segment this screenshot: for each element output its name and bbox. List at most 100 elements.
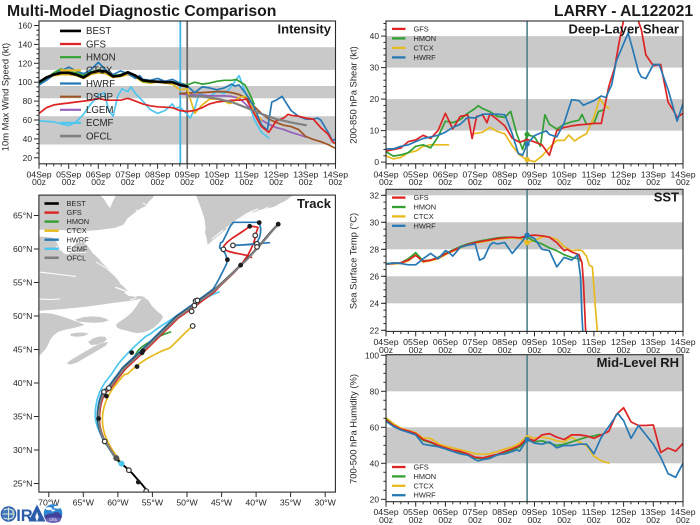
svg-text:14Sep: 14Sep [670, 507, 695, 517]
svg-text:IR: IR [16, 507, 33, 525]
svg-text:00z: 00z [557, 177, 571, 187]
svg-text:00z: 00z [498, 345, 512, 355]
svg-text:HWRF: HWRF [67, 235, 90, 244]
svg-text:00z: 00z [617, 345, 631, 355]
svg-text:07Sep: 07Sep [463, 507, 488, 517]
svg-text:14Sep: 14Sep [670, 169, 695, 179]
svg-text:GFS: GFS [67, 208, 82, 217]
svg-text:08Sep: 08Sep [492, 337, 517, 347]
svg-text:35°N: 35°N [13, 412, 32, 422]
svg-text:04Sep: 04Sep [373, 507, 398, 517]
svg-text:OFCL: OFCL [86, 131, 112, 142]
svg-text:00z: 00z [32, 177, 46, 187]
svg-text:00z: 00z [617, 515, 631, 525]
svg-text:00z: 00z [299, 177, 313, 187]
svg-text:HMON: HMON [86, 53, 116, 64]
svg-text:00z: 00z [438, 515, 452, 525]
svg-text:10Sep: 10Sep [552, 169, 577, 179]
svg-text:00z: 00z [468, 515, 482, 525]
svg-text:10Sep: 10Sep [552, 337, 577, 347]
svg-text:13Sep: 13Sep [641, 337, 666, 347]
svg-text:28: 28 [370, 244, 380, 254]
svg-text:00z: 00z [527, 177, 541, 187]
svg-text:80: 80 [370, 386, 380, 396]
svg-text:11Sep: 11Sep [234, 169, 259, 179]
svg-text:HMON: HMON [414, 34, 437, 43]
svg-text:14Sep: 14Sep [323, 169, 348, 179]
svg-text:22: 22 [370, 325, 380, 335]
svg-text:HMON: HMON [67, 217, 90, 226]
svg-text:05Sep: 05Sep [403, 337, 428, 347]
svg-text:00z: 00z [646, 515, 660, 525]
svg-text:09Sep: 09Sep [522, 507, 547, 517]
svg-text:00z: 00z [587, 515, 601, 525]
svg-text:14Sep: 14Sep [670, 337, 695, 347]
svg-text:40: 40 [370, 31, 380, 41]
svg-text:20: 20 [370, 494, 380, 504]
svg-text:00z: 00z [379, 515, 393, 525]
svg-text:HWRF: HWRF [414, 491, 437, 500]
svg-text:08Sep: 08Sep [492, 507, 517, 517]
svg-text:OFCL: OFCL [67, 253, 87, 262]
svg-text:CTCX: CTCX [414, 481, 434, 490]
svg-text:11Sep: 11Sep [582, 169, 607, 179]
svg-text:00z: 00z [409, 177, 423, 187]
svg-text:GFS: GFS [414, 463, 429, 472]
svg-text:12Sep: 12Sep [611, 337, 636, 347]
svg-text:40°N: 40°N [13, 378, 32, 388]
svg-text:GFS: GFS [414, 24, 429, 33]
svg-text:20: 20 [23, 153, 33, 163]
svg-text:50°N: 50°N [13, 311, 32, 321]
svg-text:24: 24 [370, 298, 380, 308]
svg-text:ECMF: ECMF [86, 118, 114, 129]
svg-text:HMON: HMON [414, 472, 437, 481]
svg-text:00z: 00z [62, 177, 76, 187]
svg-text:09Sep: 09Sep [522, 337, 547, 347]
svg-text:26: 26 [370, 271, 380, 281]
svg-text:00z: 00z [151, 177, 165, 187]
svg-text:Track: Track [297, 196, 332, 211]
svg-text:12Sep: 12Sep [611, 507, 636, 517]
svg-text:13Sep: 13Sep [641, 507, 666, 517]
svg-text:30°N: 30°N [13, 445, 32, 455]
svg-text:Multi-Model Diagnostic Compari: Multi-Model Diagnostic Comparison [7, 3, 276, 20]
svg-text:00z: 00z [676, 345, 690, 355]
svg-text:05Sep: 05Sep [403, 507, 428, 517]
svg-text:00z: 00z [409, 515, 423, 525]
svg-text:120: 120 [18, 58, 32, 68]
svg-text:100: 100 [365, 350, 379, 360]
svg-text:00z: 00z [121, 177, 135, 187]
svg-text:10Sep: 10Sep [204, 169, 229, 179]
svg-text:06Sep: 06Sep [433, 507, 458, 517]
svg-text:BEST: BEST [86, 26, 111, 37]
svg-text:Deep-Layer Shear: Deep-Layer Shear [568, 22, 679, 37]
svg-text:30: 30 [370, 217, 380, 227]
svg-text:09Sep: 09Sep [522, 169, 547, 179]
svg-text:CTCX: CTCX [414, 43, 434, 52]
svg-text:50°W: 50°W [176, 498, 198, 508]
svg-text:00z: 00z [557, 515, 571, 525]
svg-text:00z: 00z [646, 345, 660, 355]
svg-text:07Sep: 07Sep [463, 169, 488, 179]
svg-text:08Sep: 08Sep [492, 169, 517, 179]
svg-text:06Sep: 06Sep [86, 169, 111, 179]
svg-text:00z: 00z [587, 345, 601, 355]
svg-text:00z: 00z [468, 345, 482, 355]
svg-text:04Sep: 04Sep [373, 169, 398, 179]
svg-text:140: 140 [18, 39, 32, 49]
svg-text:LARRY - AL122021: LARRY - AL122021 [554, 3, 693, 20]
svg-text:CTCX: CTCX [67, 226, 87, 235]
svg-text:00z: 00z [409, 345, 423, 355]
svg-text:25°N: 25°N [13, 479, 32, 489]
svg-text:32: 32 [370, 190, 380, 200]
svg-text:00z: 00z [498, 177, 512, 187]
svg-text:LGEM: LGEM [86, 105, 113, 116]
svg-text:07Sep: 07Sep [463, 337, 488, 347]
svg-text:09Sep: 09Sep [175, 169, 200, 179]
svg-text:00z: 00z [676, 515, 690, 525]
svg-text:12Sep: 12Sep [264, 169, 289, 179]
svg-text:00z: 00z [210, 177, 224, 187]
svg-text:13Sep: 13Sep [293, 169, 318, 179]
svg-text:13Sep: 13Sep [641, 169, 666, 179]
svg-text:00z: 00z [438, 345, 452, 355]
